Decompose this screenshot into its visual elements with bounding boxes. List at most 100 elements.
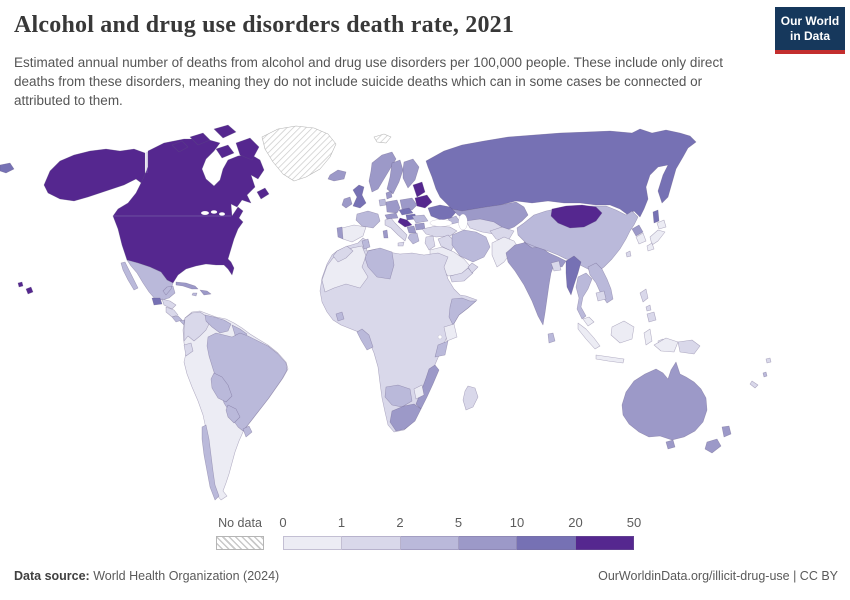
map-region-hispaniola[interactable]	[199, 289, 212, 296]
map-region-venezuela[interactable]	[204, 314, 232, 334]
map-region-algeria-mali-mauritania[interactable]	[321, 245, 369, 293]
map-region-hawaii-2[interactable]	[17, 281, 24, 288]
map-region-namibia-botswana[interactable]	[384, 384, 413, 408]
map-region-nicaragua[interactable]	[165, 306, 179, 318]
map-region-baffin-island[interactable]	[235, 137, 260, 161]
map-region-mongolia[interactable]	[550, 204, 603, 229]
map-region-sierra-leone[interactable]	[335, 311, 345, 322]
legend-bin-2[interactable]	[400, 536, 459, 550]
map-region-guatemala[interactable]	[151, 297, 163, 306]
map-region-java[interactable]	[595, 354, 625, 364]
map-region-oman[interactable]	[467, 262, 479, 274]
map-region-chile[interactable]	[201, 424, 220, 501]
map-region-france[interactable]	[355, 210, 381, 229]
map-region-sri-lanka[interactable]	[547, 332, 556, 344]
map-region-canada[interactable]	[112, 138, 265, 217]
legend-bin-3[interactable]	[458, 536, 518, 550]
map-region-sweden[interactable]	[386, 159, 404, 195]
map-region-benelux[interactable]	[378, 198, 387, 207]
map-region-morocco[interactable]	[332, 245, 354, 263]
map-region-austria-switzerland[interactable]	[384, 212, 399, 220]
map-region-new-zealand-north[interactable]	[721, 425, 732, 438]
map-region-romania[interactable]	[411, 214, 429, 224]
map-region-fiji[interactable]	[765, 357, 772, 364]
map-region-honduras[interactable]	[161, 298, 177, 310]
map-region-finland[interactable]	[402, 158, 420, 189]
map-region-costa-rica[interactable]	[171, 315, 183, 323]
map-region-uruguay[interactable]	[242, 425, 253, 438]
map-region-kenya[interactable]	[443, 323, 458, 342]
map-region-borneo[interactable]	[610, 320, 635, 344]
map-region-sakhalin[interactable]	[652, 209, 660, 224]
map-region-baja-california[interactable]	[120, 261, 139, 291]
map-region-arctic-island-1[interactable]	[171, 140, 189, 153]
map-region-zimbabwe[interactable]	[413, 384, 425, 400]
map-region-afghanistan[interactable]	[489, 226, 515, 242]
map-region-bangladesh[interactable]	[550, 260, 562, 272]
map-region-ukraine[interactable]	[427, 204, 458, 221]
map-region-serbia-bosnia[interactable]	[406, 225, 417, 234]
map-region-visayas[interactable]	[645, 304, 652, 312]
map-region-mindanao[interactable]	[646, 311, 657, 323]
map-region-chukotka-fragment[interactable]	[0, 162, 15, 174]
map-region-svalbard[interactable]	[373, 133, 392, 144]
owid-logo[interactable]: Our World in Data	[775, 7, 845, 54]
legend-bin-5[interactable]	[575, 536, 634, 550]
map-region-tunisia[interactable]	[361, 238, 371, 250]
map-region-mexico[interactable]	[126, 259, 176, 301]
map-region-luzon[interactable]	[639, 288, 649, 303]
map-region-hawaii[interactable]	[25, 286, 34, 295]
map-region-levant[interactable]	[424, 235, 436, 251]
map-region-myanmar[interactable]	[565, 255, 582, 296]
map-region-jamaica[interactable]	[191, 292, 198, 297]
map-region-japan-honshu[interactable]	[649, 229, 666, 246]
footer-credit[interactable]: OurWorldinData.org/illicit-drug-use | CC…	[598, 569, 838, 583]
map-region-usa[interactable]	[112, 206, 244, 284]
map-region-ireland[interactable]	[341, 196, 353, 209]
map-region-baltic-states[interactable]	[412, 181, 426, 198]
map-region-iran[interactable]	[451, 229, 491, 263]
map-region-arctic-island-4[interactable]	[215, 144, 235, 159]
map-region-vanuatu[interactable]	[762, 371, 768, 378]
map-region-malaysia[interactable]	[582, 316, 595, 327]
map-region-bolivia[interactable]	[210, 372, 233, 403]
map-region-taiwan[interactable]	[625, 250, 632, 258]
map-region-norway[interactable]	[368, 151, 397, 193]
map-region-arctic-island-2[interactable]	[189, 132, 211, 146]
map-region-north-korea[interactable]	[631, 224, 644, 237]
map-region-russia[interactable]	[425, 128, 697, 218]
legend-bin-4[interactable]	[517, 536, 576, 550]
map-region-libya[interactable]	[364, 247, 395, 280]
map-region-italy[interactable]	[384, 217, 408, 242]
map-region-south-korea[interactable]	[635, 232, 647, 245]
map-region-germany[interactable]	[385, 199, 401, 214]
map-region-west-papua[interactable]	[653, 337, 679, 353]
map-region-japan-hokkaido[interactable]	[656, 219, 667, 230]
map-region-cuba[interactable]	[175, 281, 199, 290]
map-region-colombia[interactable]	[183, 311, 211, 342]
map-region-cameroon-congo[interactable]	[356, 328, 374, 351]
map-region-tasmania[interactable]	[665, 439, 676, 450]
map-region-denmark[interactable]	[385, 190, 393, 200]
map-region-ecuador[interactable]	[183, 342, 194, 357]
map-region-japan-kyushu[interactable]	[646, 242, 655, 252]
map-region-arctic-island-3[interactable]	[213, 124, 237, 139]
map-region-tanzania[interactable]	[434, 340, 449, 358]
map-region-madagascar[interactable]	[462, 385, 479, 411]
map-region-papua-new-guinea[interactable]	[677, 339, 701, 355]
map-region-sulawesi[interactable]	[643, 328, 653, 346]
legend-bin-1[interactable]	[342, 536, 401, 550]
legend-no-data-swatch[interactable]	[216, 536, 264, 550]
map-region-portugal[interactable]	[336, 226, 344, 240]
map-region-yemen[interactable]	[449, 267, 474, 283]
map-region-czechia-slovakia[interactable]	[398, 207, 414, 216]
map-region-iceland[interactable]	[327, 169, 347, 182]
map-region-croatia-slovenia[interactable]	[397, 217, 413, 228]
map-region-somalia[interactable]	[448, 297, 477, 326]
map-region-australia[interactable]	[621, 361, 708, 441]
map-region-sumatra[interactable]	[577, 322, 601, 350]
map-region-paraguay[interactable]	[225, 404, 241, 424]
map-region-cambodia[interactable]	[595, 290, 607, 302]
map-region-new-zealand-south[interactable]	[704, 438, 722, 454]
map-region-newfoundland[interactable]	[256, 187, 270, 200]
